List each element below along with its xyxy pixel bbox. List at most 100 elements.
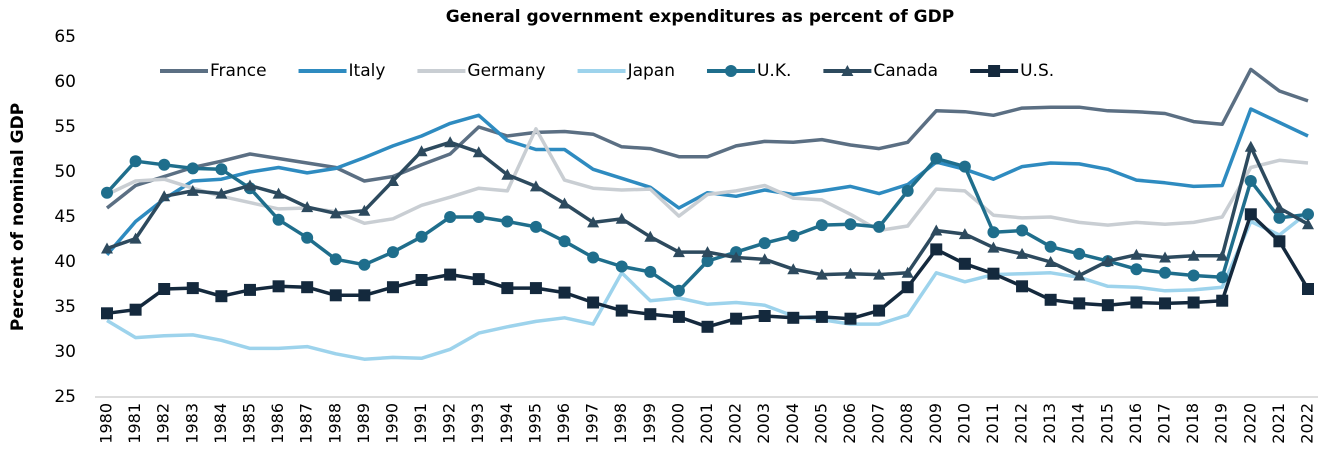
x-tick-label: 1990 — [382, 403, 401, 444]
marker — [1159, 266, 1172, 279]
marker — [930, 224, 943, 236]
x-tick-label: 2005 — [811, 403, 830, 444]
marker — [415, 145, 428, 157]
x-tick-label: 2020 — [1240, 403, 1259, 444]
marker — [501, 168, 514, 180]
marker — [1216, 271, 1229, 284]
marker — [301, 231, 314, 244]
x-tick-label: 2002 — [726, 403, 745, 444]
marker — [243, 179, 256, 191]
marker — [841, 65, 854, 76]
marker — [444, 268, 457, 281]
legend-bg — [414, 59, 416, 83]
x-tick-label: 2001 — [697, 403, 716, 444]
x-tick-label: 2017 — [1155, 403, 1174, 444]
x-tick-label: 2022 — [1298, 403, 1317, 444]
marker — [444, 136, 457, 148]
legend-bg — [295, 59, 297, 83]
x-tick-label: 2013 — [1040, 403, 1059, 444]
marker — [1101, 299, 1114, 312]
y-tick-label: 25 — [54, 387, 76, 407]
x-tick-label: 2016 — [1126, 403, 1145, 444]
marker — [1273, 235, 1286, 248]
marker — [101, 186, 113, 199]
marker — [415, 274, 428, 286]
marker — [501, 215, 514, 228]
marker — [1073, 269, 1086, 281]
legend-item: Canada — [820, 59, 938, 83]
marker — [501, 282, 514, 295]
marker — [529, 220, 542, 233]
marker — [386, 175, 399, 186]
marker — [644, 265, 657, 278]
x-tick-label: 2018 — [1183, 403, 1202, 444]
x-tick-label: 1989 — [354, 403, 373, 444]
marker — [243, 283, 256, 296]
marker — [472, 146, 485, 158]
marker — [815, 310, 828, 323]
x-tick-label: 1980 — [97, 403, 116, 444]
x-tick-label: 2008 — [897, 403, 916, 444]
x-tick-label: 2019 — [1212, 403, 1231, 444]
marker — [615, 212, 628, 224]
marker — [472, 211, 485, 223]
x-tick-label: 2003 — [754, 403, 773, 444]
marker — [730, 251, 743, 263]
marker — [587, 216, 600, 228]
x-tick-label: 1993 — [468, 403, 487, 444]
marker — [101, 242, 113, 254]
x-tick-label: 1982 — [154, 403, 173, 444]
legend-label: France — [210, 61, 267, 81]
x-tick-label: 1997 — [583, 403, 602, 444]
marker — [873, 304, 886, 317]
marker — [615, 304, 628, 317]
marker — [787, 263, 800, 275]
marker — [987, 241, 1000, 253]
legend-label: Japan — [627, 61, 675, 81]
legend-label: Canada — [873, 61, 938, 81]
marker — [901, 281, 914, 294]
marker — [644, 230, 657, 242]
marker — [358, 204, 371, 216]
marker — [415, 230, 428, 243]
legend: France Italy Germany Japan U.K. Canada U.S. — [157, 59, 1054, 83]
y-tick-label: 45 — [54, 207, 76, 227]
marker — [1101, 255, 1114, 267]
marker — [329, 253, 342, 266]
x-tick-label: 1983 — [182, 403, 201, 444]
marker — [758, 237, 771, 250]
marker — [444, 211, 457, 223]
y-tick-label: 35 — [54, 297, 76, 317]
marker — [301, 201, 314, 213]
marker — [587, 296, 600, 309]
marker — [529, 282, 542, 295]
legend-label: Italy — [349, 61, 386, 81]
marker — [129, 155, 142, 168]
marker — [472, 273, 485, 286]
marker — [930, 243, 943, 256]
marker — [787, 229, 800, 242]
marker — [358, 258, 371, 271]
marker — [215, 290, 228, 303]
y-tick-label: 50 — [54, 162, 76, 182]
marker — [1187, 249, 1200, 261]
marker — [301, 281, 314, 294]
legend-label: Germany — [467, 61, 545, 81]
marker — [758, 253, 771, 265]
marker — [873, 268, 886, 280]
marker — [1244, 140, 1257, 152]
marker — [358, 289, 371, 302]
marker — [724, 65, 737, 77]
marker — [958, 257, 971, 270]
marker — [1016, 224, 1029, 237]
x-tick-label: 1986 — [268, 403, 287, 444]
x-tick-label: 2015 — [1097, 403, 1116, 444]
legend-label: U.K. — [757, 61, 791, 81]
marker — [1216, 294, 1229, 307]
x-tick-label: 1998 — [611, 403, 630, 444]
x-tick-label: 2000 — [668, 403, 687, 444]
marker — [386, 246, 399, 259]
marker — [1159, 251, 1172, 263]
